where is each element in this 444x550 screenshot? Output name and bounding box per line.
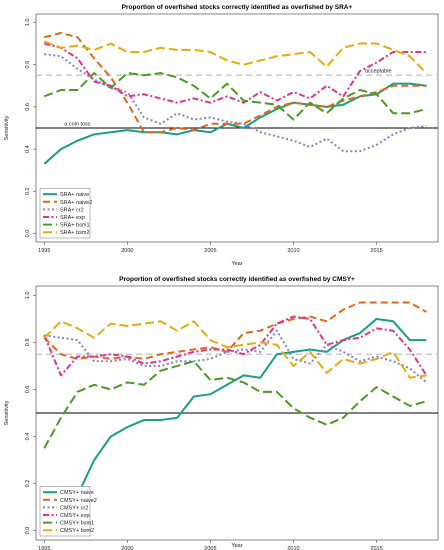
y-tick-label: 0.4: [25, 433, 31, 441]
y-tick-label: 0.8: [25, 61, 31, 69]
chart-title: Proportion of overfished stocks correctl…: [122, 4, 353, 11]
x-axis-label: Year: [231, 543, 242, 549]
x-tick-label: 2000: [121, 248, 133, 254]
legend-entry: SRA+ naive2: [60, 200, 92, 206]
series-line-cmsy-plus-naive2: [43, 301, 427, 360]
y-tick-label: 0.4: [25, 145, 31, 153]
y-tick-label: 0.0: [25, 527, 31, 535]
x-tick-label: 2010: [287, 546, 299, 550]
x-tick-label: 2015: [370, 248, 382, 254]
x-tick-label: 2015: [370, 546, 382, 550]
x-tick-label: 1995: [38, 248, 50, 254]
series-line-sra-plus-exp: [44, 42, 427, 104]
legend-entry: SRA+ naive: [60, 192, 89, 198]
legend-entry: CMSY+ naive: [60, 490, 94, 496]
series-line-cmsy-plus-naive: [43, 317, 427, 532]
chart-title: Proportion of overfished stocks correctl…: [119, 276, 355, 283]
x-tick-label: 2005: [204, 546, 216, 550]
series-line-sra-plus-cr2: [44, 53, 427, 153]
y-tick-label: 1.0: [25, 19, 31, 27]
y-axis-label: Sensitivity: [4, 400, 10, 425]
series-group: [43, 32, 428, 165]
x-axis-label: Year: [231, 261, 242, 267]
y-tick-label: 0.0: [25, 230, 31, 238]
coin-toss-label: a coin toss: [64, 122, 91, 128]
sra-plus-panel: Proportion of overfished stocks correctl…: [4, 4, 439, 267]
y-tick-label: 0.2: [25, 480, 31, 488]
y-tick-label: 0.2: [25, 188, 31, 196]
legend-entry: CMSY+ naive2: [60, 498, 97, 504]
x-tick-label: 2010: [287, 248, 299, 254]
legend-entry: CMSY+ bsm1: [60, 521, 94, 527]
y-axis-label: Sensitivity: [4, 115, 10, 140]
series-line-cmsy-plus-bsm2: [43, 320, 427, 379]
acceptable-label: acceptable: [365, 69, 392, 75]
legend-entry: CMSY+ bsm2: [60, 528, 94, 534]
legend-entry: CMSY+ cr2: [60, 505, 88, 511]
legend-entry: SRA+ exp: [60, 215, 85, 221]
series-line-sra-plus-bsm1: [43, 72, 427, 121]
series-group: [43, 301, 428, 532]
x-tick-label: 2000: [121, 546, 133, 550]
y-tick-label: 0.8: [25, 339, 31, 347]
legend-entry: SRA+ cr2: [60, 207, 84, 213]
series-line-cmsy-plus-bsm1: [43, 360, 427, 449]
series-line-sra-plus-naive2: [44, 32, 427, 134]
legend-entry: SRA+ bsm1: [60, 223, 90, 229]
series-line-sra-plus-bsm2: [43, 40, 428, 74]
legend-box: [39, 188, 91, 239]
y-tick-label: 0.6: [25, 103, 31, 111]
cmsy-plus-panel: Proportion of overfished stocks correctl…: [4, 276, 439, 550]
x-tick-label: 1995: [38, 546, 50, 550]
y-tick-label: 0.6: [25, 386, 31, 394]
y-tick-label: 1.0: [25, 292, 31, 300]
legend-entry: CMSY+ exp: [60, 513, 90, 519]
legend-entry: SRA+ bsm2: [60, 230, 90, 236]
x-tick-label: 2005: [204, 248, 216, 254]
series-line-cmsy-plus-exp: [43, 315, 428, 377]
legend-box: [39, 486, 91, 537]
series-line-cmsy-plus-cr2: [44, 329, 428, 384]
